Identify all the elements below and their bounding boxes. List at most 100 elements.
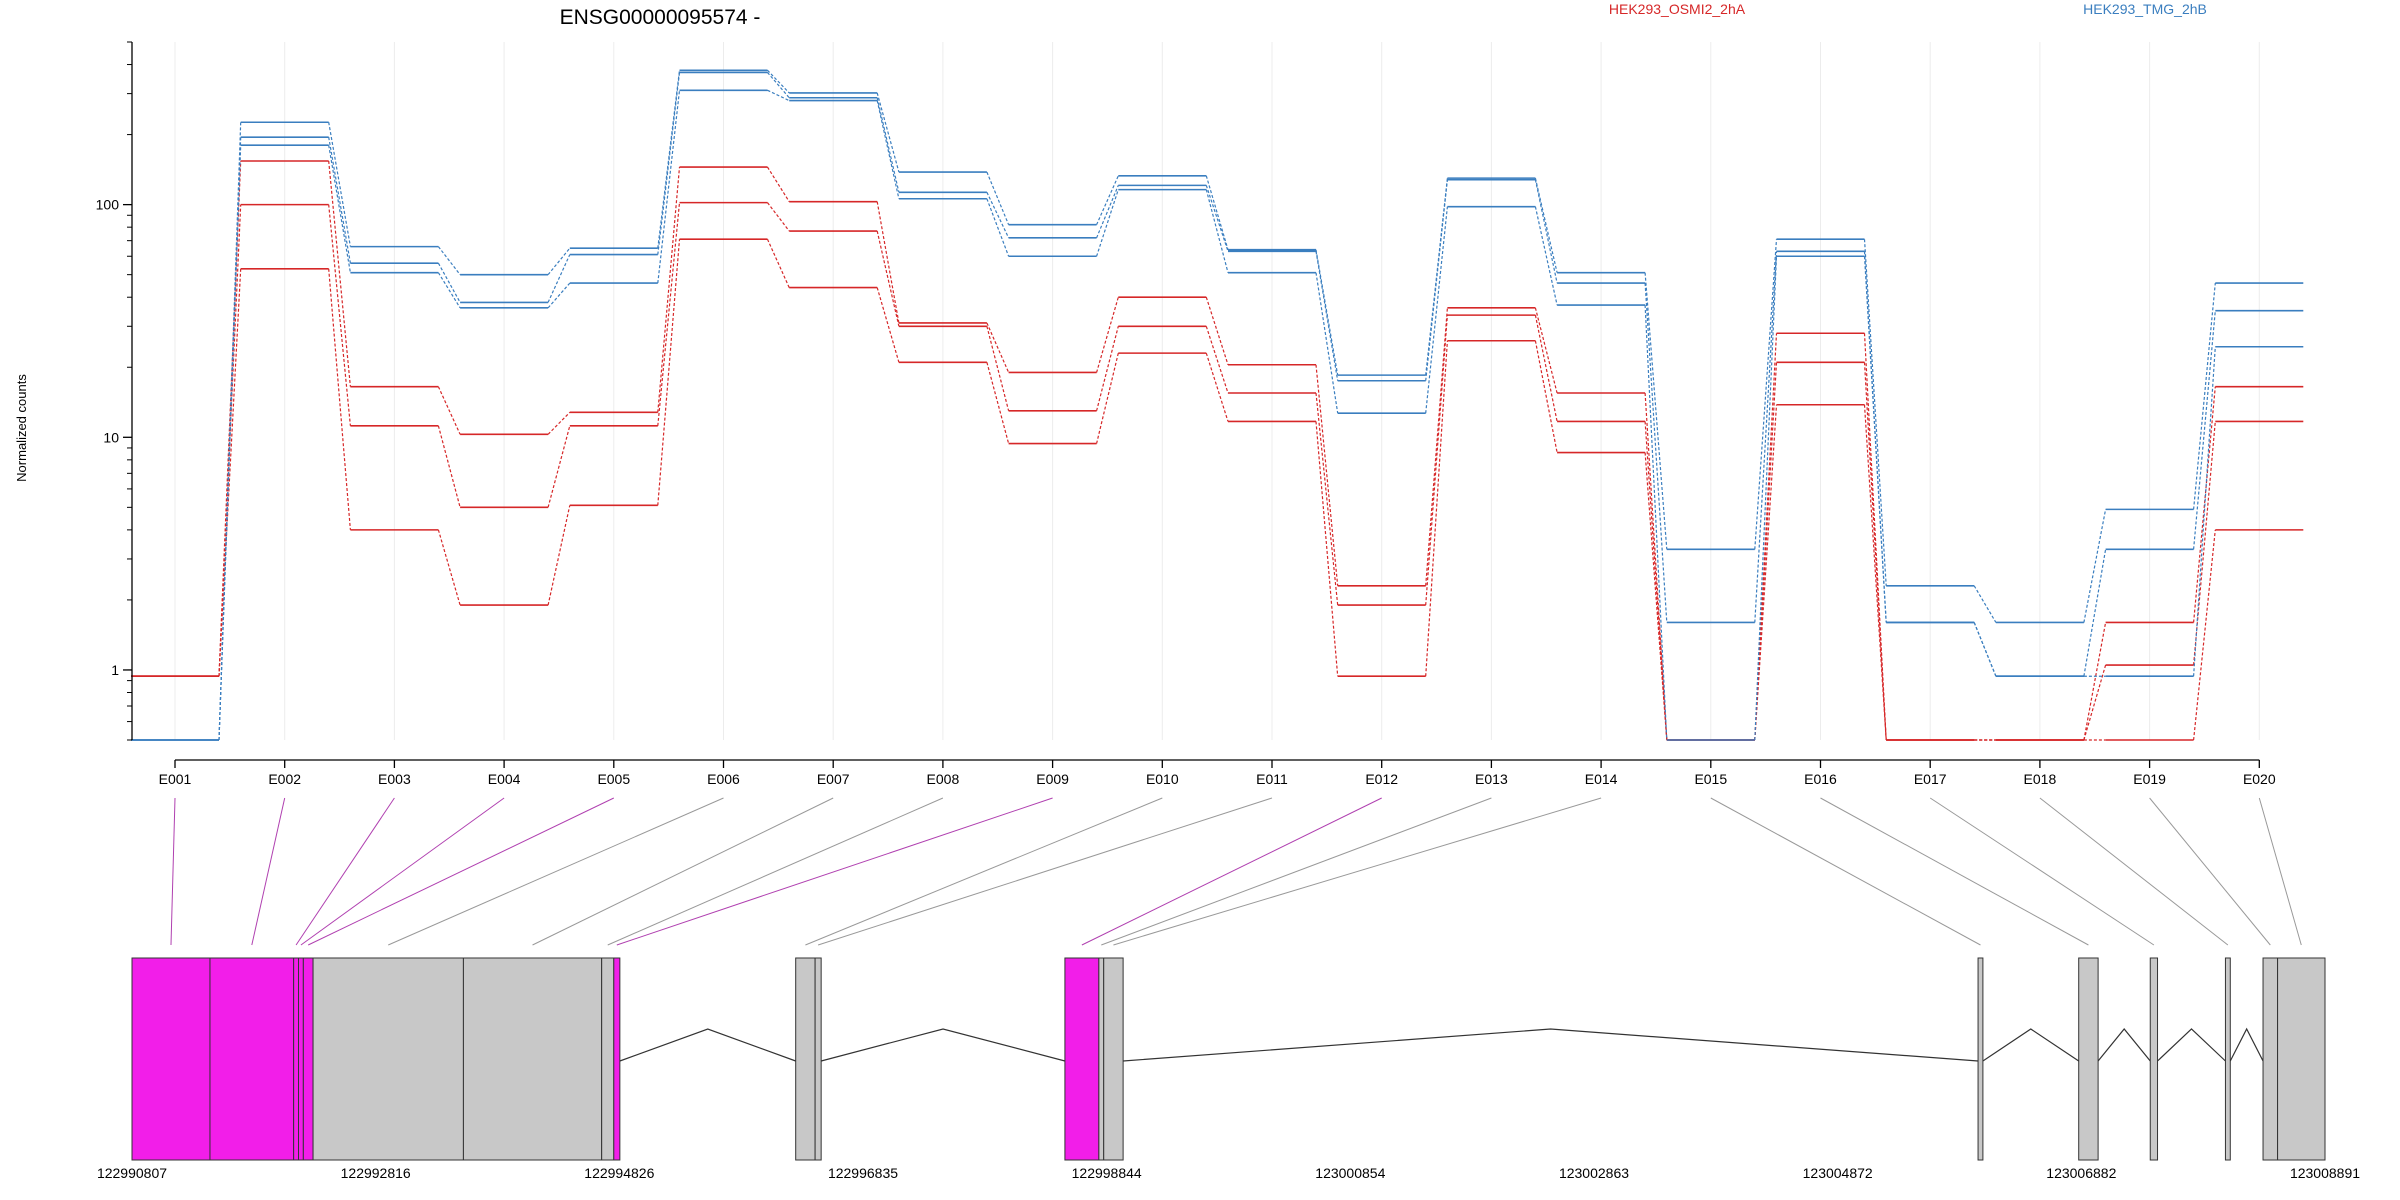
exon-box-E014	[1103, 957, 1124, 1161]
connector-E017	[1973, 622, 1997, 677]
connector-E010	[1205, 189, 1229, 273]
connector-E011	[1315, 421, 1339, 677]
intron-5	[2097, 1028, 2151, 1062]
intron-4	[1982, 1028, 2080, 1062]
exon-box-E002	[209, 957, 295, 1161]
connector-E007	[876, 100, 900, 199]
connector-E011	[1315, 272, 1339, 414]
connector-E003	[437, 262, 461, 303]
connector-E005	[657, 90, 681, 284]
coord-label: 123008891	[2290, 1165, 2360, 1181]
x-tick-label-E014: E014	[1585, 771, 1618, 787]
connector-E004	[547, 505, 571, 606]
connector-E016	[1863, 333, 1887, 741]
connector-E001	[170, 797, 176, 946]
connector-E004	[547, 282, 571, 309]
x-tick-label-E004: E004	[488, 771, 521, 787]
connector-E007	[876, 201, 900, 324]
connector-E002	[328, 122, 351, 247]
connector-E008	[986, 326, 1010, 411]
plot-axes: 1 10 100 E001 E002 E003 E004 E005 E006 E007 E008 E0…	[96, 41, 2276, 787]
connector-E017	[1929, 797, 2155, 946]
connector-E006	[767, 202, 790, 232]
connector-E019	[2193, 310, 2216, 550]
connector-E012	[1425, 206, 1448, 414]
exon-box-E003	[293, 957, 300, 1161]
connector-E015	[1754, 256, 1778, 741]
x-tick-label-E019: E019	[2133, 771, 2166, 787]
exon-box-E017	[2149, 957, 2159, 1161]
connector-E005	[657, 167, 681, 413]
connector-E018	[2083, 509, 2107, 623]
exon-box-E010	[795, 957, 816, 1161]
connector-E018	[2039, 797, 2229, 946]
connector-E014	[1644, 452, 1668, 741]
exon-box-E018	[2224, 957, 2231, 1161]
connector-E008	[986, 322, 1010, 373]
y-tick-label: 10	[103, 429, 119, 445]
exon-box-E019	[2262, 957, 2279, 1161]
connector-E012	[1425, 315, 1448, 606]
connector-E012	[1425, 179, 1448, 381]
x-tick-label-E010: E010	[1146, 771, 1179, 787]
connector-E004	[300, 797, 505, 946]
y-tick-label: 1	[111, 662, 119, 678]
series-HEK293_OSMI2_2hA-line-1	[131, 201, 2304, 741]
connector-E010	[1205, 175, 1229, 250]
x-tick-label-E008: E008	[927, 771, 960, 787]
connector-E017	[1973, 585, 1997, 623]
gene-model-track	[131, 957, 2326, 1161]
connector-E014	[1644, 272, 1668, 550]
connector-E009	[1096, 175, 1119, 225]
connector-E018	[2083, 664, 2107, 741]
connector-E007	[876, 230, 900, 327]
exon-box-E020	[2277, 957, 2326, 1161]
connector-E013	[1534, 315, 1558, 422]
plot-series	[131, 69, 2304, 741]
connector-E004	[547, 247, 571, 276]
series-HEK293_TMG_2hB-line-2	[131, 89, 2304, 741]
series-HEK293_TMG_2hB-line-1	[131, 71, 2304, 741]
connector-E003	[437, 425, 461, 508]
connector-E002	[328, 137, 351, 264]
coord-label: 122996835	[828, 1165, 898, 1181]
connector-E013	[1534, 340, 1558, 453]
connector-E014	[1113, 797, 1602, 946]
connector-E004	[547, 411, 571, 435]
connector-E008	[986, 198, 1010, 257]
connector-E009	[1096, 352, 1119, 444]
connector-E008	[986, 362, 1010, 444]
connector-E001	[218, 268, 242, 677]
connector-E011	[1315, 364, 1339, 586]
coord-label: 123004872	[1803, 1165, 1873, 1181]
exon-box-E008	[601, 957, 615, 1161]
x-tick-label-E001: E001	[159, 771, 192, 787]
exon-box-E013	[1098, 957, 1105, 1161]
connector-E018	[2083, 549, 2107, 677]
connector-E013	[1101, 797, 1492, 946]
connector-E016	[1863, 404, 1887, 741]
connector-E009	[1096, 189, 1119, 257]
connector-E020	[2258, 797, 2302, 946]
connector-E003	[437, 246, 461, 276]
connector-E016	[1863, 256, 1887, 623]
connector-E005	[657, 202, 681, 426]
connector-E019	[2193, 529, 2216, 741]
connector-E005	[657, 72, 681, 255]
connector-E002	[251, 797, 286, 946]
connector-E006	[767, 72, 790, 99]
coord-label: 123006882	[2046, 1165, 2116, 1181]
connector-E013	[1534, 206, 1558, 306]
series-HEK293_OSMI2_2hA-line-2	[131, 238, 2304, 741]
exon-box-E012	[1064, 957, 1100, 1161]
connector-E009	[1096, 326, 1119, 411]
x-tick-label-E003: E003	[378, 771, 411, 787]
intron-6	[2157, 1028, 2226, 1062]
connector-E011	[1315, 249, 1339, 376]
exon-box-E016	[2078, 957, 2099, 1161]
connector-E011	[1315, 392, 1339, 606]
connector-E006	[388, 797, 724, 946]
connector-E004	[547, 254, 571, 303]
x-tick-label-E007: E007	[817, 771, 850, 787]
